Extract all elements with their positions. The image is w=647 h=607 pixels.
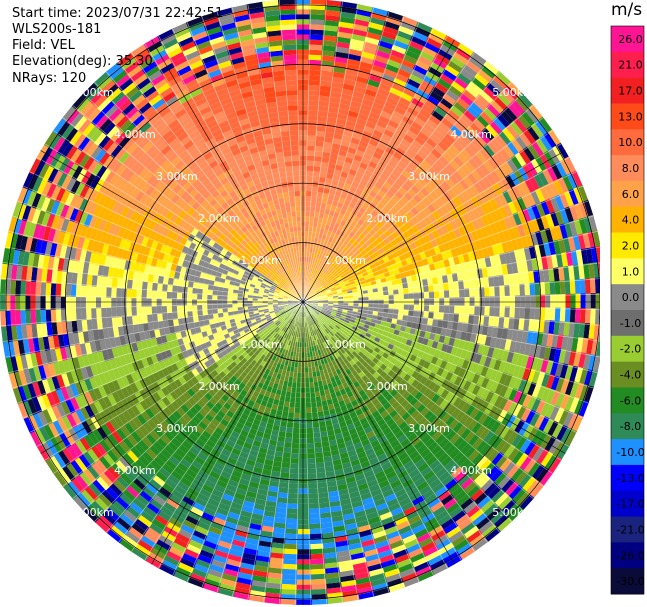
colorbar-frame xyxy=(610,25,645,595)
colorbar-swatch xyxy=(611,129,644,156)
range-ring-label: 5.00km xyxy=(72,506,114,519)
colorbar-swatch xyxy=(611,439,644,466)
colorbar-unit: m/s xyxy=(611,0,643,20)
colorbar-swatch xyxy=(611,103,644,130)
colorbar-swatch xyxy=(611,310,644,337)
colorbar-tick-label: 13.0 xyxy=(618,110,643,123)
colorbar-tick-label: -21.0 xyxy=(616,523,644,536)
colorbar-tick-label: -30.0 xyxy=(616,575,644,588)
range-ring-label: 1.00km xyxy=(324,338,366,351)
range-ring-label: 2.00km xyxy=(198,212,240,225)
colorbar-tick-label: 17.0 xyxy=(618,85,643,98)
colorbar-tick-label: -26.0 xyxy=(616,549,644,562)
colorbar-swatch xyxy=(611,155,644,182)
colorbar-swatch xyxy=(611,180,644,208)
colorbar-tick-label: -8.0 xyxy=(620,420,641,433)
colorbar-swatch xyxy=(611,568,644,595)
colorbar-swatch xyxy=(611,77,644,104)
range-ring-label: 5.00km xyxy=(492,86,534,99)
instrument-label: WLS200s-181 xyxy=(12,22,102,37)
nrays-label: NRays: 120 xyxy=(12,71,87,86)
colorbar-tick-label: 10.0 xyxy=(618,136,643,149)
colorbar-swatch xyxy=(611,542,644,569)
colorbar-swatch xyxy=(611,361,644,388)
colorbar-tick-label: -6.0 xyxy=(620,394,641,407)
range-ring-label: 3.00km xyxy=(156,170,198,183)
range-ring-label: 3.00km xyxy=(156,422,198,435)
ppi-gates xyxy=(0,0,600,605)
colorbar-swatch xyxy=(611,335,644,363)
colorbar-tick-label: 6.0 xyxy=(622,188,640,201)
ppi-plot: 1.00km 1.00km 1.00km 1.00km 2.00km 2.00km 2.00… xyxy=(0,0,600,605)
ray-separators xyxy=(0,0,600,605)
colorbar-swatch xyxy=(611,387,644,414)
range-ring-label: 3.00km xyxy=(408,422,450,435)
colorbar-swatch xyxy=(611,464,644,492)
range-ring-label: 1.00km xyxy=(240,254,282,267)
range-ring-label: 1.00km xyxy=(324,254,366,267)
range-ring-label: 2.00km xyxy=(366,212,408,225)
range-ring-label: 2.00km xyxy=(198,380,240,393)
colorbar-swatch xyxy=(611,284,644,311)
colorbar-tick-label: -2.0 xyxy=(620,343,641,356)
colorbar-tick-label: 4.0 xyxy=(622,214,640,227)
colorbar-tick-label: -4.0 xyxy=(620,369,641,382)
colorbar-swatch xyxy=(611,232,644,259)
azimuth-spokes xyxy=(0,0,600,605)
colorbar-tick-label: 2.0 xyxy=(622,239,640,252)
range-ring-label: 5.00km xyxy=(72,86,114,99)
range-ring-label: 5.00km xyxy=(492,506,534,519)
colorbar-tick-label: -17.0 xyxy=(616,498,644,511)
colorbar-swatch xyxy=(611,413,644,440)
colorbar-swatch xyxy=(611,490,644,518)
range-ring-label: 4.00km xyxy=(450,128,492,141)
colorbar-tick-label: 21.0 xyxy=(618,59,643,72)
colorbar-swatch xyxy=(611,258,644,285)
colorbar-swatch xyxy=(611,26,644,53)
range-ring-label: 2.00km xyxy=(366,380,408,393)
colorbar-tick-label: 0.0 xyxy=(622,291,640,304)
colorbar-swatch xyxy=(611,206,644,234)
colorbar-tick-label: -1.0 xyxy=(620,317,641,330)
colorbar-tick-label: 8.0 xyxy=(622,162,640,175)
range-ring-label: 4.00km xyxy=(114,128,156,141)
colorbar-swatch xyxy=(611,516,644,543)
start-time-label: Start time: 2023/07/31 22:42:51 xyxy=(12,6,224,21)
colorbar-swatch xyxy=(611,51,644,79)
elevation-label: Elevation(deg): 35.30 xyxy=(12,54,153,69)
range-ring-label: 4.00km xyxy=(114,464,156,477)
colorbar-tick-label: -13.0 xyxy=(616,472,644,485)
range-ring-label: 4.00km xyxy=(450,464,492,477)
colorbar-tick-label: 1.0 xyxy=(622,265,640,278)
range-ring-label: 1.00km xyxy=(240,338,282,351)
field-label: Field: VEL xyxy=(12,38,75,53)
colorbar-tick-label: -10.0 xyxy=(616,446,644,459)
range-ring-label: 3.00km xyxy=(408,170,450,183)
colorbar-tick-label: 26.0 xyxy=(618,33,643,46)
